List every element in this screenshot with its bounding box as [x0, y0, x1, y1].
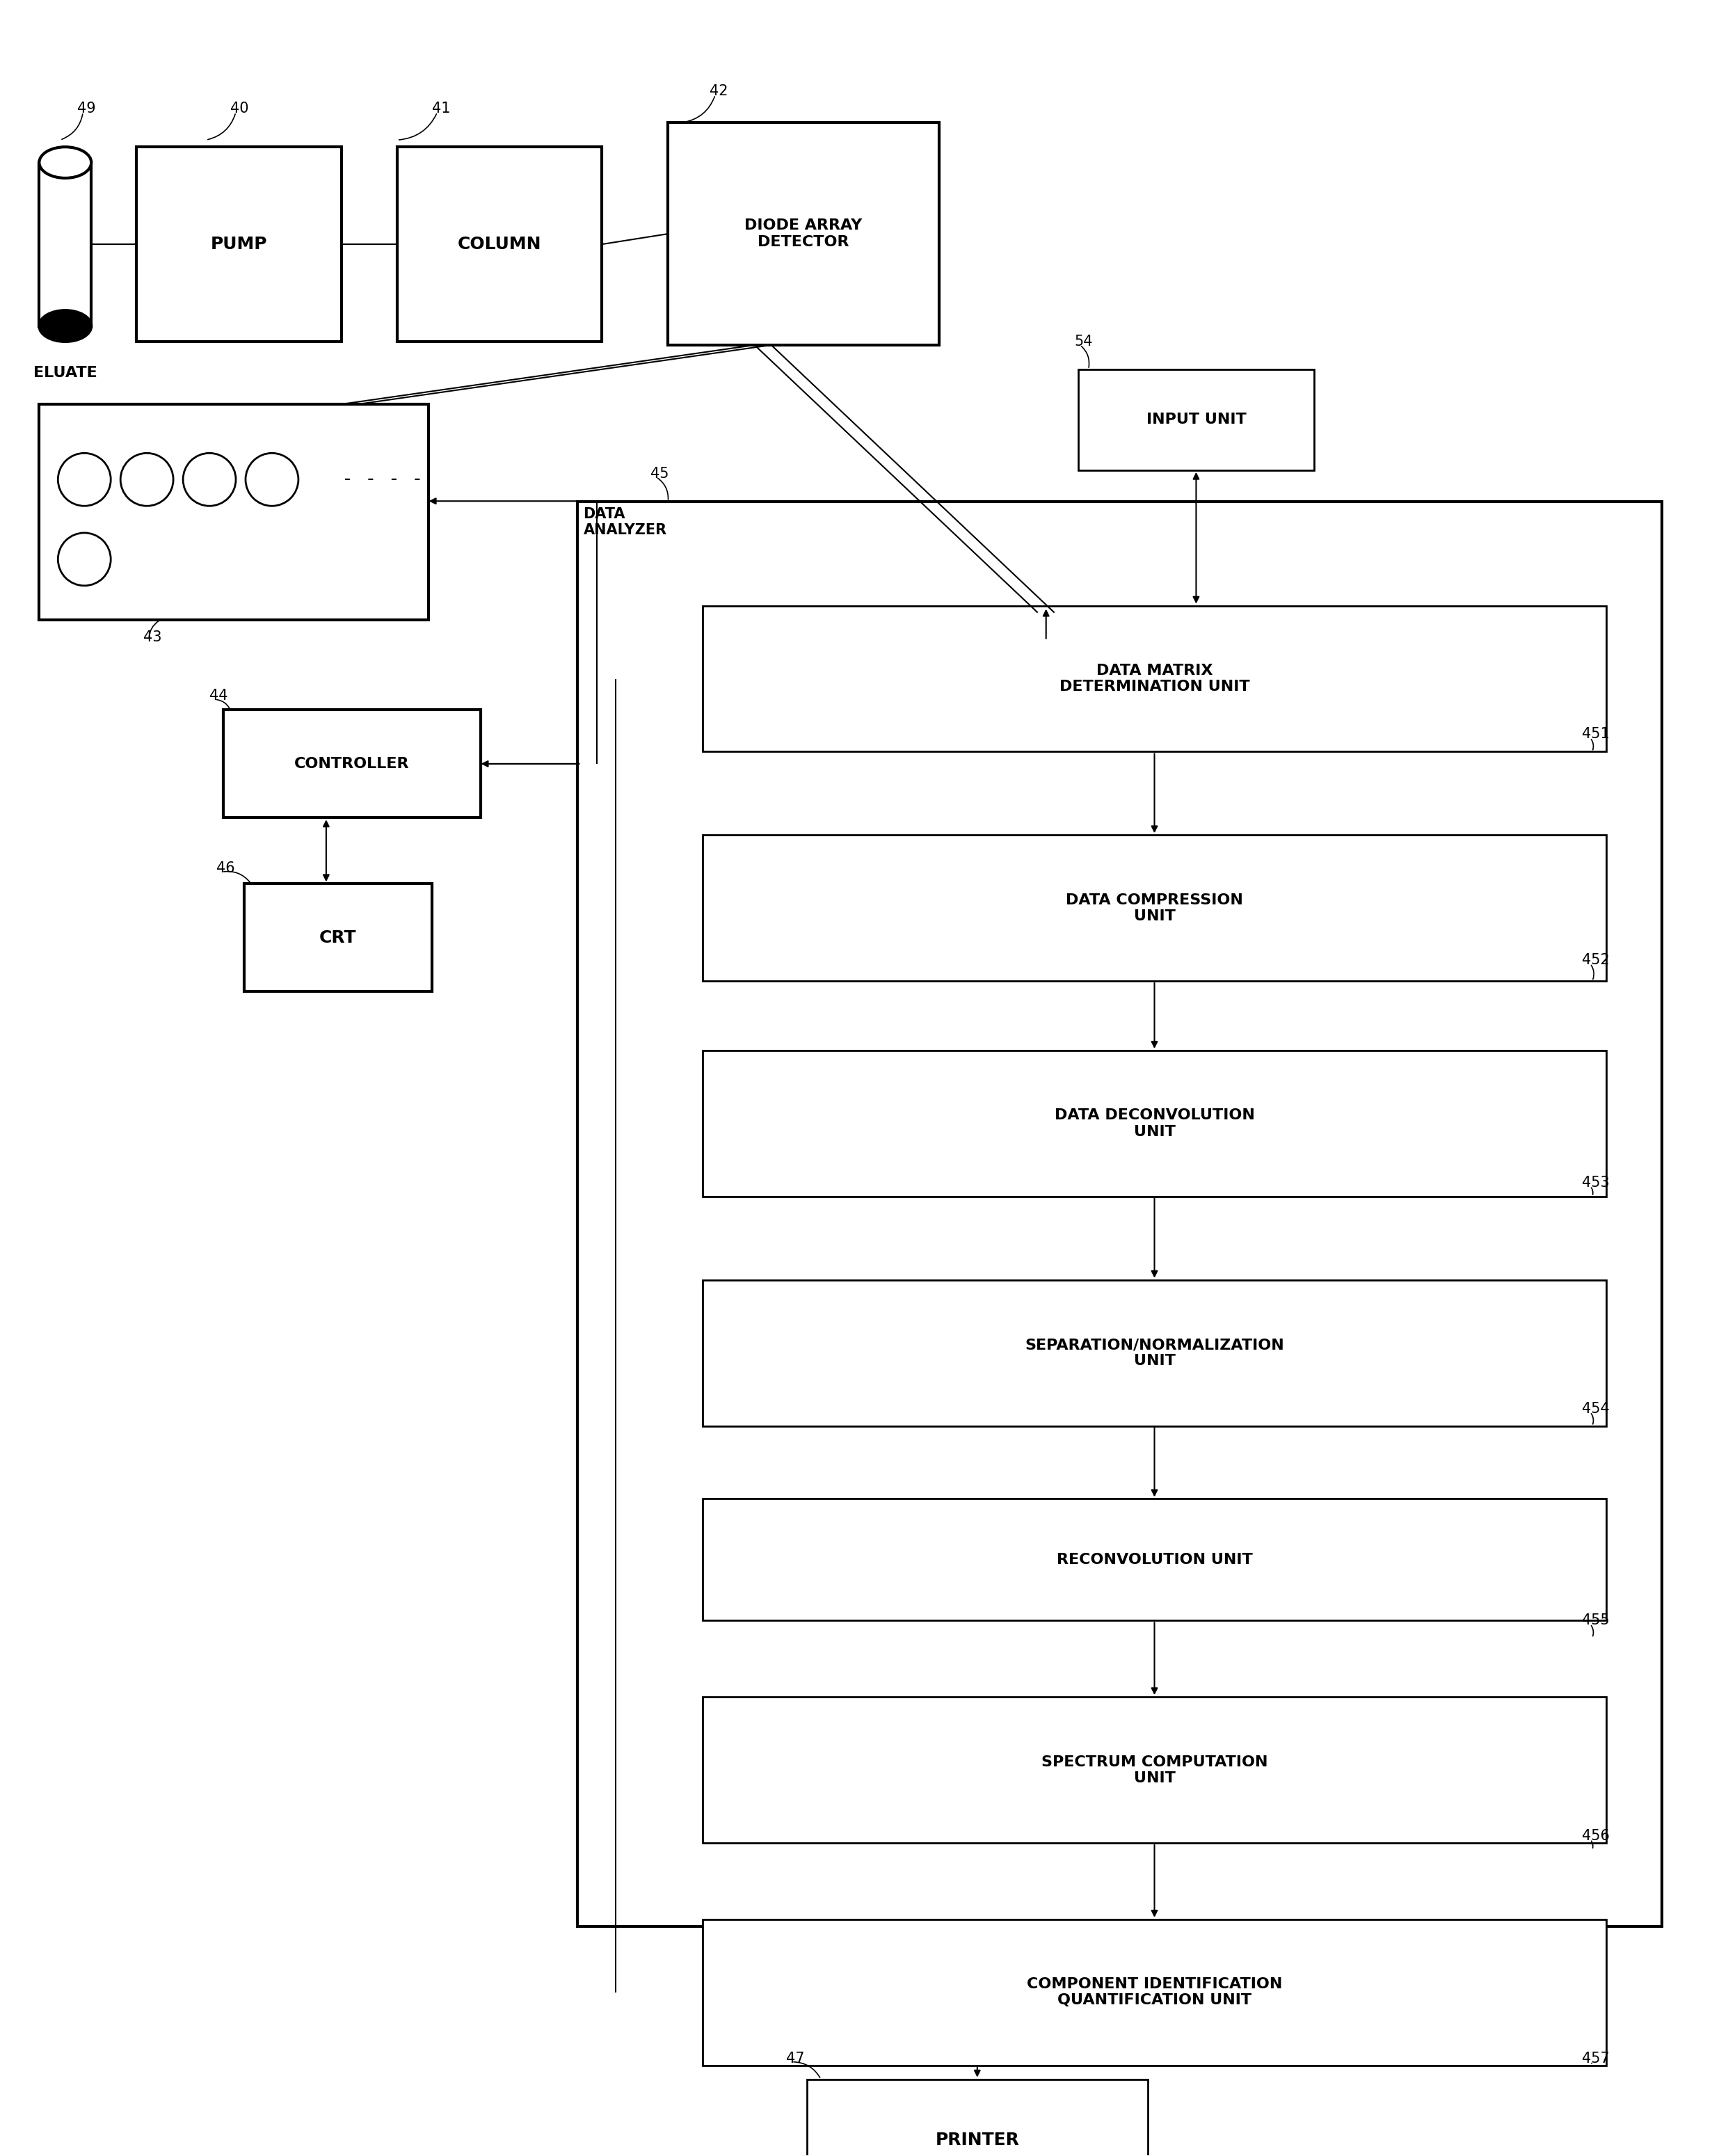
Bar	[577, 502, 1662, 1925]
Bar	[704, 1919, 1606, 2065]
Text: 41: 41	[431, 101, 450, 116]
Text: - - - -: - - - -	[341, 470, 423, 489]
Bar	[397, 147, 603, 341]
Text: ELUATE: ELUATE	[33, 367, 98, 379]
Bar	[704, 1697, 1606, 1843]
Text: SPECTRUM COMPUTATION
UNIT: SPECTRUM COMPUTATION UNIT	[1041, 1755, 1267, 1785]
Bar	[668, 123, 940, 345]
Text: 54: 54	[1075, 334, 1092, 349]
Text: 452: 452	[1582, 953, 1609, 968]
Text: PUMP: PUMP	[211, 235, 267, 252]
Bar	[704, 1050, 1606, 1197]
Text: 49: 49	[77, 101, 96, 116]
Text: 456: 456	[1582, 1828, 1609, 1843]
Bar	[39, 162, 91, 326]
Bar	[1079, 369, 1315, 470]
Text: 46: 46	[216, 862, 235, 875]
Text: 43: 43	[144, 630, 163, 645]
Bar	[704, 606, 1606, 752]
Bar	[806, 2078, 1147, 2156]
Text: 45: 45	[651, 466, 669, 481]
Text: 42: 42	[710, 84, 728, 99]
Text: CONTROLLER: CONTROLLER	[294, 757, 409, 772]
Text: 455: 455	[1582, 1613, 1609, 1628]
Text: RECONVOLUTION UNIT: RECONVOLUTION UNIT	[1056, 1552, 1253, 1567]
Text: 454: 454	[1582, 1401, 1609, 1416]
Bar	[223, 709, 481, 817]
Text: COLUMN: COLUMN	[457, 235, 541, 252]
Text: INPUT UNIT: INPUT UNIT	[1145, 412, 1246, 427]
Text: 44: 44	[209, 690, 228, 703]
Bar	[39, 403, 428, 619]
Bar	[704, 1498, 1606, 1621]
Text: 451: 451	[1582, 727, 1609, 742]
Text: COMPONENT IDENTIFICATION
QUANTIFICATION UNIT: COMPONENT IDENTIFICATION QUANTIFICATION …	[1027, 1977, 1282, 2007]
Text: DATA MATRIX
DETERMINATION UNIT: DATA MATRIX DETERMINATION UNIT	[1060, 664, 1250, 694]
Bar	[704, 834, 1606, 981]
Bar	[704, 1281, 1606, 1425]
Bar	[245, 884, 431, 992]
Text: 453: 453	[1582, 1175, 1609, 1190]
Text: 40: 40	[231, 101, 248, 116]
Text: PRINTER: PRINTER	[935, 2132, 1019, 2147]
Text: SEPARATION/NORMALIZATION
UNIT: SEPARATION/NORMALIZATION UNIT	[1025, 1339, 1284, 1367]
Text: DATA COMPRESSION
UNIT: DATA COMPRESSION UNIT	[1067, 893, 1243, 923]
Ellipse shape	[39, 310, 91, 341]
Text: CRT: CRT	[320, 929, 356, 946]
Ellipse shape	[39, 147, 91, 179]
Text: DIODE ARRAY
DETECTOR: DIODE ARRAY DETECTOR	[745, 218, 863, 248]
Text: DATA
ANALYZER: DATA ANALYZER	[584, 507, 668, 537]
Text: DATA DECONVOLUTION
UNIT: DATA DECONVOLUTION UNIT	[1055, 1108, 1255, 1138]
Text: 47: 47	[786, 2053, 805, 2065]
Bar	[137, 147, 341, 341]
Text: 457: 457	[1582, 2053, 1609, 2065]
